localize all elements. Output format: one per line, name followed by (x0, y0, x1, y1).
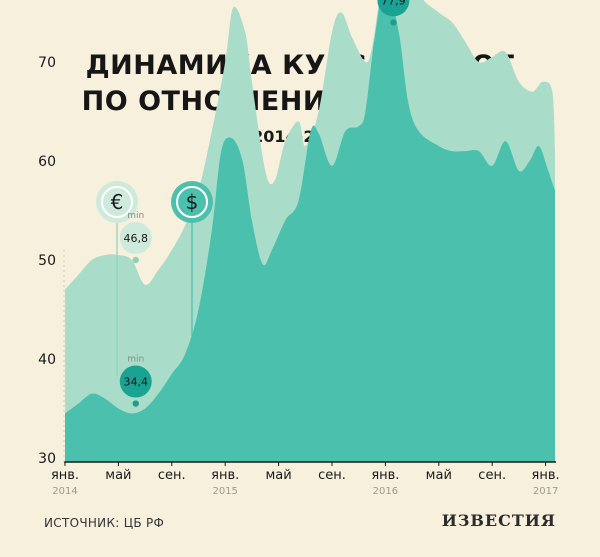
x-tick-label: сен. (158, 468, 186, 483)
annotation-marker (390, 19, 397, 26)
x-tick-label: янв. (371, 468, 399, 483)
currency-area-chart: 304050607080янв.2014майсен.янв.2015майсе… (38, 0, 560, 497)
annotation-marker (132, 400, 139, 407)
publisher-logo: ИЗВЕСТИЯ (441, 511, 556, 530)
x-tick-label: янв. (51, 468, 79, 483)
x-tick-label: май (265, 468, 291, 483)
y-tick-label: 70 (38, 55, 56, 71)
annotation-value: 77,9 (381, 0, 406, 7)
y-tick-label: 40 (38, 352, 56, 368)
dollar-icon-ring (176, 186, 208, 218)
annotation-bubble (119, 222, 152, 254)
euro-icon-ring (101, 186, 133, 218)
series-area-usd (65, 0, 555, 462)
x-year-label: 2015 (212, 486, 237, 497)
annotation-bubble (119, 365, 152, 398)
x-tick-label: май (426, 468, 452, 483)
x-year-label: 2016 (373, 486, 398, 497)
x-tick-label: сен. (318, 468, 346, 483)
x-year-label: 2014 (52, 486, 77, 497)
dollar-icon: $ (186, 190, 199, 214)
annotation-bubble (377, 0, 410, 17)
source-note: ИСТОЧНИК: ЦБ РФ (44, 516, 165, 530)
y-tick-label: 30 (38, 451, 56, 467)
annotation-tag: min (127, 355, 144, 365)
x-tick-label: янв. (211, 468, 239, 483)
annotation-value: 46,8 (124, 232, 149, 245)
y-tick-label: 60 (38, 154, 56, 170)
y-tick-label: 50 (38, 253, 56, 269)
x-year-label: 2017 (533, 486, 558, 497)
annotation-tag: min (127, 211, 144, 221)
x-tick-label: сен. (478, 468, 506, 483)
annotation-marker (132, 256, 139, 264)
annotation-value: 34,4 (124, 376, 149, 389)
x-tick-label: янв. (532, 468, 560, 483)
x-tick-label: май (105, 468, 131, 483)
euro-icon: € (111, 190, 124, 214)
